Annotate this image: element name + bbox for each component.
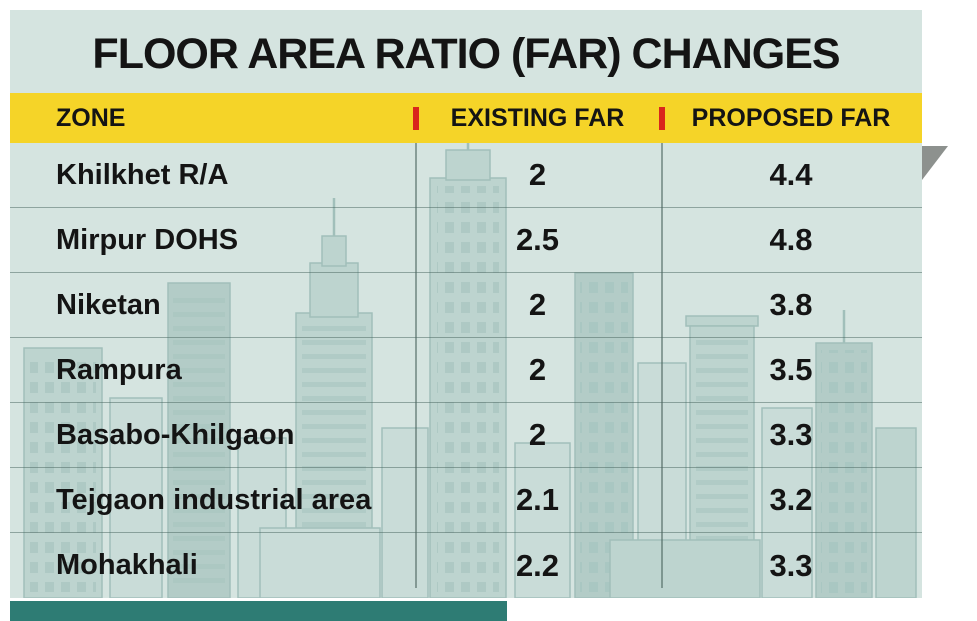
table-row: Niketan 2 3.8	[10, 273, 922, 338]
bottom-accent-bar	[10, 601, 507, 621]
existing-far-cell: 2.2	[515, 547, 560, 583]
existing-far-cell: 2	[528, 287, 547, 322]
zone-cell: Mohakhali	[56, 549, 198, 581]
zone-cell: Basabo-Khilgaon	[56, 418, 295, 451]
header-separator	[413, 107, 419, 130]
page-fold-corner	[922, 146, 948, 180]
proposed-far-cell: 3.3	[769, 417, 813, 452]
proposed-far-cell: 3.5	[769, 352, 813, 387]
proposed-far-cell: 4.4	[769, 157, 813, 192]
table-row: Tejgaon industrial area 2.1 3.2	[10, 468, 922, 533]
existing-far-cell: 2.1	[515, 482, 560, 517]
table-header: ZONE EXISTING FAR PROPOSED FAR	[10, 93, 922, 143]
proposed-far-cell: 4.8	[769, 222, 813, 257]
column-header-zone: ZONE	[56, 103, 126, 132]
zone-cell: Khilkhet R/A	[56, 158, 229, 191]
table-row: Rampura 2 3.5	[10, 338, 922, 403]
existing-far-cell: 2.5	[515, 222, 560, 257]
table-panel: FLOOR AREA RATIO (FAR) CHANGES ZONE EXIS…	[10, 10, 922, 598]
zone-cell: Niketan	[56, 288, 161, 321]
column-divider	[415, 143, 417, 588]
existing-far-cell: 2	[528, 417, 547, 452]
column-header-proposed: PROPOSED FAR	[691, 103, 891, 132]
column-header-existing: EXISTING FAR	[450, 103, 625, 132]
proposed-far-cell: 3.3	[769, 547, 813, 583]
table-row: Basabo-Khilgaon 2 3.3	[10, 403, 922, 468]
table-row: Mirpur DOHS 2.5 4.8	[10, 208, 922, 273]
existing-far-cell: 2	[528, 352, 547, 387]
zone-cell: Tejgaon industrial area	[56, 483, 372, 516]
city-skyline-illustration	[23, 112, 917, 598]
existing-far-cell: 2	[528, 157, 547, 192]
table-row: Mohakhali 2.2 3.3	[10, 533, 922, 598]
proposed-far-cell: 3.8	[769, 287, 813, 322]
page-title: FLOOR AREA RATIO (FAR) CHANGES	[92, 30, 840, 78]
column-divider	[661, 143, 663, 588]
table-body: Khilkhet R/A 2 4.4 Mirpur DOHS 2.5 4.8 N…	[10, 143, 922, 598]
table-row: Khilkhet R/A 2 4.4	[10, 143, 922, 208]
proposed-far-cell: 3.2	[769, 482, 813, 517]
header-separator	[659, 107, 665, 130]
zone-cell: Mirpur DOHS	[56, 223, 239, 256]
zone-cell: Rampura	[56, 353, 182, 386]
